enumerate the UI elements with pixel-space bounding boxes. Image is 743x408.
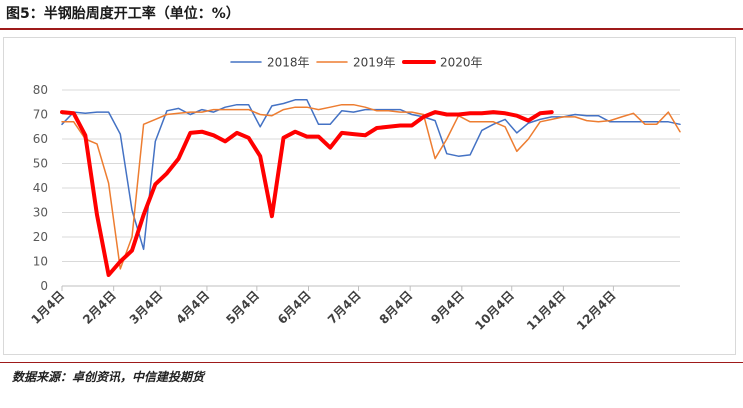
y-tick-labels: 0 10 20 30 40 50 60 70 80	[33, 83, 48, 293]
series-line-2	[60, 110, 554, 277]
axes	[61, 285, 680, 291]
y-tick-label: 80	[33, 83, 48, 97]
x-tick-label: 3月4日	[127, 288, 166, 327]
source-rule	[0, 362, 743, 363]
y-tick-label: 30	[33, 206, 48, 220]
title-rule	[0, 28, 743, 30]
x-tick-label: 12月4日	[574, 288, 619, 333]
y-tick-label: 0	[40, 279, 48, 293]
y-tick-label: 50	[33, 157, 48, 171]
x-tick-label: 1月4日	[28, 288, 67, 327]
x-tick-label: 9月4日	[428, 288, 467, 327]
x-tick-label: 6月4日	[275, 288, 314, 327]
y-tick-label: 20	[33, 230, 48, 244]
x-tick-label: 11月4日	[524, 288, 569, 333]
figure-title: 图5：半钢胎周度开工率（单位：%）	[6, 6, 240, 22]
x-tick-label: 8月4日	[377, 288, 416, 327]
y-tick-label: 40	[33, 181, 48, 195]
legend: 2018年 2019年 2020年	[230, 56, 483, 70]
y-tick-label: 10	[33, 255, 48, 269]
series-line-0	[61, 99, 681, 251]
x-tick-label: 7月4日	[325, 288, 364, 327]
series-line-1	[61, 103, 681, 270]
source-note: 数据来源：卓创资讯，中信建投期货	[12, 370, 205, 384]
legend-label: 2018年	[267, 56, 310, 70]
x-tick-label: 4月4日	[173, 288, 212, 327]
x-tick-label: 2月4日	[80, 288, 119, 327]
legend-label: 2020年	[440, 56, 483, 70]
x-tick-labels: 1月4日 2月4日 3月4日 4月4日 5月4日 6月4日 7月4日 8月4日 9月4日 10月4…	[28, 288, 618, 333]
y-tick-label: 70	[33, 108, 48, 122]
x-tick-label: 5月4日	[223, 288, 262, 327]
series-lines	[60, 99, 681, 277]
legend-label: 2019年	[353, 56, 396, 70]
chart-frame	[3, 37, 736, 355]
x-tick-label: 10月4日	[472, 288, 517, 333]
y-tick-label: 60	[33, 132, 48, 146]
